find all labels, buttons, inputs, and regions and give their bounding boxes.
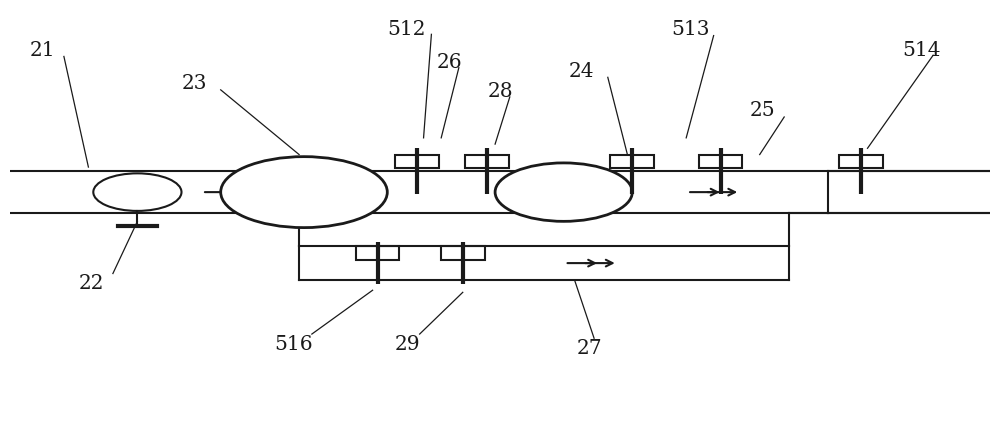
- Circle shape: [495, 163, 632, 222]
- Bar: [699, 155, 742, 168]
- Text: 21: 21: [30, 40, 55, 60]
- Bar: [395, 155, 439, 168]
- Text: 516: 516: [275, 335, 313, 354]
- Bar: [839, 155, 883, 168]
- Text: 512: 512: [387, 20, 426, 39]
- Circle shape: [221, 157, 387, 227]
- Text: 514: 514: [902, 40, 940, 60]
- Text: 27: 27: [576, 339, 602, 358]
- Text: 28: 28: [487, 82, 513, 101]
- Text: 29: 29: [395, 335, 421, 354]
- Text: 25: 25: [750, 101, 776, 120]
- Text: 26: 26: [436, 53, 462, 72]
- Bar: [441, 246, 485, 260]
- Text: 513: 513: [672, 20, 710, 39]
- Bar: [356, 246, 399, 260]
- Bar: [465, 155, 509, 168]
- Text: 22: 22: [79, 274, 104, 294]
- Bar: [610, 155, 654, 168]
- Text: 24: 24: [569, 61, 594, 81]
- Text: 23: 23: [182, 74, 207, 93]
